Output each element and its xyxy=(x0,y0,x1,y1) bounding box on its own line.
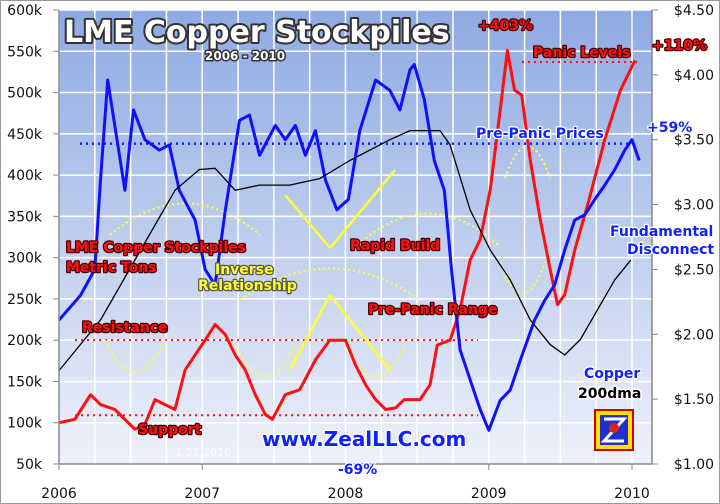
annotation-disconnect: Disconnect xyxy=(627,242,714,258)
yellow-arrow xyxy=(329,294,391,371)
legend-copper: Copper xyxy=(584,366,640,382)
annotation-pct-403: +403% xyxy=(478,18,533,34)
annotation-relationship: Relationship xyxy=(198,278,297,294)
right-tick-label: $3.50 xyxy=(674,133,714,149)
annotation-rapid-build: Rapid Build xyxy=(350,238,440,254)
annotation-fundamental: Fundamental xyxy=(610,224,713,240)
annotation-pct-59: +59% xyxy=(647,120,692,136)
annotation-panic-levels: Panic Levels xyxy=(533,45,630,61)
left-tick-label: 600k xyxy=(7,3,43,19)
annotation-website: www.ZealLLC.com xyxy=(262,427,466,451)
left-tick-label: 300k xyxy=(7,251,43,267)
x-tick-label: 2010 xyxy=(614,486,650,502)
annotation-support: Support xyxy=(138,422,202,438)
plot-area xyxy=(59,10,652,464)
left-tick-label: 450k xyxy=(7,127,43,143)
annotation-pre-panic-prices: Pre-Panic Prices xyxy=(476,126,604,142)
right-tick-label: $3.00 xyxy=(674,198,714,214)
axes: 50k 100k 150k 200k 250k 300k 350k 400k 450k 500k 5… xyxy=(7,3,714,502)
annotation-resistance: Resistance xyxy=(82,320,168,336)
yellow-arrow xyxy=(329,169,396,249)
zeal-logo xyxy=(594,409,634,451)
right-tick-label: $1.00 xyxy=(674,457,714,473)
yellow-cycle-arc xyxy=(104,339,166,373)
yellow-arrow xyxy=(288,294,332,371)
annotation-stockpiles-label-2: Metric Tons xyxy=(66,260,157,276)
annotation-stockpiles-label-1: LME Copper Stockpiles xyxy=(66,240,246,256)
x-tick-label: 2008 xyxy=(328,486,364,502)
series-line-dma xyxy=(58,129,632,372)
series-layer xyxy=(57,48,641,432)
x-tick-label: 2006 xyxy=(41,486,77,502)
left-tick-label: 400k xyxy=(7,168,43,184)
right-tick-label: $2.50 xyxy=(674,262,714,278)
left-tick-label: 100k xyxy=(7,416,43,432)
right-tick-label: $4.50 xyxy=(674,3,714,19)
annotation-date: 1.27.2010 xyxy=(175,446,231,459)
chart-subtitle: 2006 - 2010 xyxy=(205,49,285,63)
annotation-pct-110: +110% xyxy=(652,38,707,54)
chart-title: LME Copper Stockpiles xyxy=(64,15,450,50)
left-tick-label: 550k xyxy=(7,44,43,60)
annotation-pre-panic-range: Pre-Panic Range xyxy=(368,302,497,318)
legend-200dma: 200dma xyxy=(578,386,641,402)
left-tick-label: 200k xyxy=(7,333,43,349)
right-tick-label: $4.00 xyxy=(674,68,714,84)
left-tick-label: 150k xyxy=(7,374,43,390)
left-tick-label: 250k xyxy=(7,292,43,308)
annotation-inverse: Inverse xyxy=(215,262,274,278)
annotation-pct-neg69: -69% xyxy=(338,462,377,478)
series-line-copper xyxy=(57,63,641,432)
yellow-arrow xyxy=(284,194,331,249)
yellow-cycle-arc xyxy=(344,344,406,378)
right-tick-label: $1.50 xyxy=(674,392,714,408)
x-tick-label: 2007 xyxy=(184,486,220,502)
x-tick-label: 2009 xyxy=(471,486,507,502)
left-tick-label: 500k xyxy=(7,86,43,102)
yellow-cycle-arc xyxy=(239,267,421,301)
left-tick-label: 50k xyxy=(16,457,43,473)
yellow-cycle-arc xyxy=(234,344,296,378)
right-tick-label: $2.00 xyxy=(674,327,714,343)
left-tick-label: 350k xyxy=(7,209,43,225)
series-line-stockpiles xyxy=(58,48,637,431)
yellow-cycle-arc xyxy=(499,261,546,295)
